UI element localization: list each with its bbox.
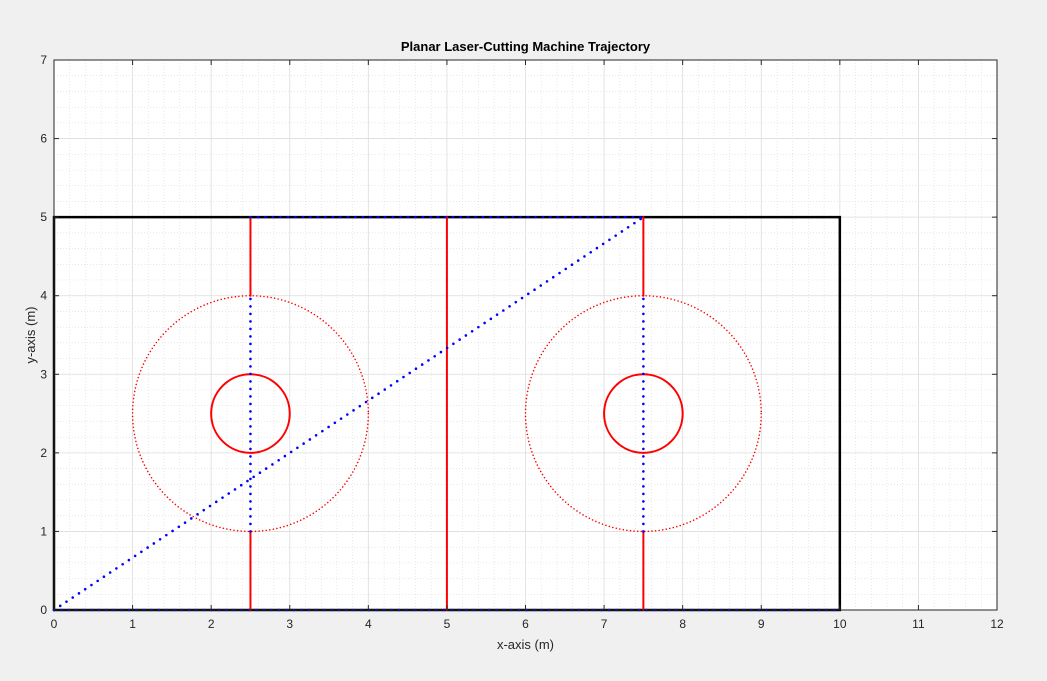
y-tick-label: 2 — [40, 446, 47, 460]
x-tick-label: 0 — [51, 617, 58, 631]
chart-title: Planar Laser-Cutting Machine Trajectory — [401, 39, 651, 54]
y-tick-label: 1 — [40, 524, 47, 538]
y-ticks: 0 1 2 3 4 5 6 7 — [40, 53, 997, 617]
x-tick-label: 1 — [129, 617, 136, 631]
x-tick-label: 6 — [522, 617, 529, 631]
x-tick-label: 5 — [444, 617, 451, 631]
y-tick-label: 3 — [40, 367, 47, 381]
x-tick-label: 4 — [365, 617, 372, 631]
series-circle — [524, 294, 763, 533]
x-ticks: 0 1 2 3 4 5 6 7 8 9 10 11 12 — [51, 60, 1004, 631]
x-tick-label: 10 — [833, 617, 847, 631]
y-axis-label: y-axis (m) — [23, 306, 38, 363]
y-tick-label: 5 — [40, 210, 47, 224]
x-tick-label: 2 — [208, 617, 215, 631]
x-axis-label: x-axis (m) — [497, 637, 554, 652]
series-circle — [131, 294, 370, 533]
y-tick-label: 0 — [40, 603, 47, 617]
x-tick-label: 11 — [912, 617, 925, 631]
x-tick-label: 8 — [679, 617, 686, 631]
x-tick-label: 12 — [990, 617, 1004, 631]
x-tick-label: 7 — [601, 617, 608, 631]
x-tick-label: 9 — [758, 617, 765, 631]
y-tick-label: 6 — [40, 132, 47, 146]
x-tick-label: 3 — [286, 617, 293, 631]
y-tick-label: 7 — [40, 53, 47, 67]
y-tick-label: 4 — [40, 289, 47, 303]
